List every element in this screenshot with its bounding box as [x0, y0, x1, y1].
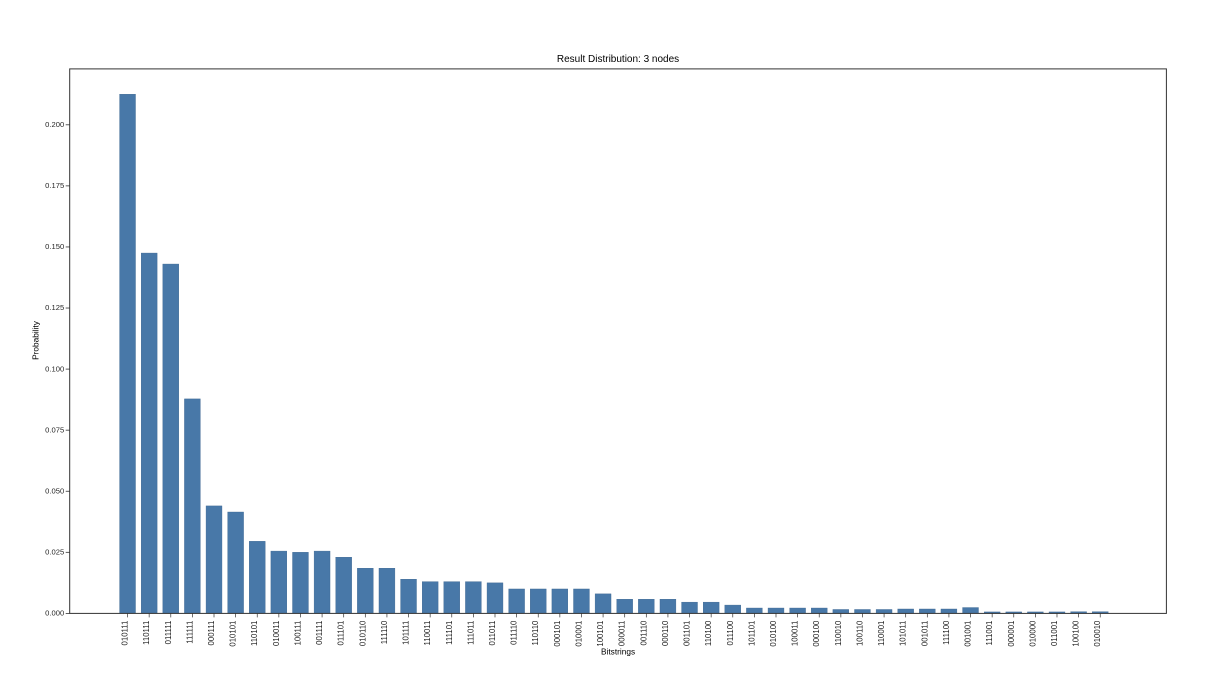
- svg-text:0.000: 0.000: [45, 609, 64, 618]
- svg-text:101101: 101101: [747, 621, 756, 646]
- svg-text:010100: 010100: [769, 620, 778, 647]
- svg-text:100100: 100100: [1072, 620, 1081, 647]
- svg-text:0.175: 0.175: [45, 181, 64, 190]
- svg-text:000111: 000111: [207, 621, 216, 646]
- svg-text:111101: 111101: [445, 621, 454, 645]
- svg-text:000110: 000110: [661, 620, 670, 646]
- svg-text:0.025: 0.025: [45, 548, 64, 557]
- svg-text:110101: 110101: [250, 621, 259, 646]
- svg-text:010001: 010001: [574, 621, 583, 647]
- svg-text:0.200: 0.200: [45, 120, 64, 129]
- svg-text:0.050: 0.050: [45, 486, 64, 495]
- svg-text:111111: 111111: [185, 621, 194, 644]
- svg-text:010011: 010011: [272, 621, 281, 646]
- svg-text:001101: 001101: [683, 621, 692, 646]
- svg-text:100110: 100110: [855, 620, 864, 646]
- svg-text:0.125: 0.125: [45, 303, 64, 312]
- svg-text:101011: 101011: [899, 621, 908, 646]
- svg-text:011100: 011100: [726, 620, 735, 646]
- svg-text:011101: 011101: [337, 621, 346, 646]
- svg-text:110010: 110010: [834, 620, 843, 646]
- svg-text:010110: 010110: [358, 620, 367, 646]
- svg-text:Bitstrings: Bitstrings: [601, 647, 635, 657]
- svg-text:100101: 100101: [596, 621, 605, 647]
- svg-text:000001: 000001: [1007, 621, 1016, 647]
- svg-text:110011: 110011: [423, 621, 432, 646]
- svg-text:111100: 111100: [942, 620, 951, 645]
- svg-text:110100: 110100: [704, 620, 713, 646]
- svg-text:000011: 000011: [618, 621, 627, 646]
- svg-text:010111: 010111: [121, 621, 130, 646]
- svg-text:0.100: 0.100: [45, 364, 64, 373]
- svg-text:011011: 011011: [488, 621, 497, 646]
- svg-text:010010: 010010: [1093, 620, 1102, 647]
- svg-text:101111: 101111: [402, 621, 411, 645]
- svg-text:110001: 110001: [877, 621, 886, 646]
- svg-text:110111: 110111: [142, 621, 151, 645]
- svg-text:0.075: 0.075: [45, 425, 64, 434]
- svg-text:111001: 111001: [985, 621, 994, 646]
- svg-text:010101: 010101: [229, 621, 238, 647]
- svg-text:Probability: Probability: [31, 320, 41, 360]
- svg-text:010000: 010000: [1028, 620, 1037, 647]
- svg-text:Result Distribution: 3 nodes: Result Distribution: 3 nodes: [557, 54, 679, 65]
- svg-text:110110: 110110: [531, 620, 540, 646]
- svg-text:000101: 000101: [553, 621, 562, 647]
- svg-text:0.150: 0.150: [45, 242, 64, 251]
- svg-text:111011: 111011: [466, 621, 475, 645]
- svg-text:100111: 100111: [293, 621, 302, 646]
- svg-text:011001: 011001: [1050, 621, 1059, 646]
- svg-text:001001: 001001: [964, 621, 973, 647]
- svg-text:011110: 011110: [510, 620, 519, 645]
- svg-text:100011: 100011: [791, 621, 800, 646]
- svg-text:001110: 001110: [639, 620, 648, 646]
- svg-text:011111: 011111: [164, 621, 173, 645]
- svg-text:001111: 001111: [315, 621, 324, 645]
- svg-text:000100: 000100: [812, 620, 821, 647]
- svg-text:001011: 001011: [920, 621, 929, 646]
- svg-text:111110: 111110: [380, 620, 389, 644]
